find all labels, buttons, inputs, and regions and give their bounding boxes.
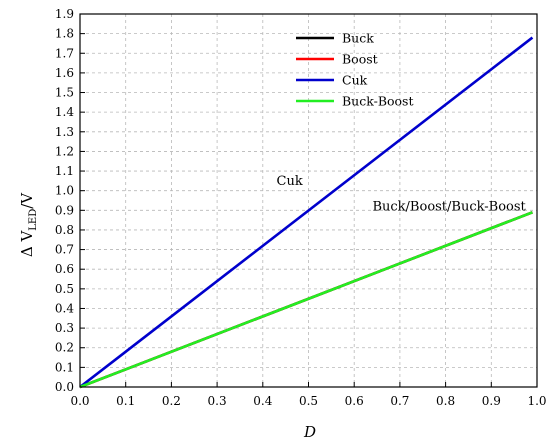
x-axis-title: D	[303, 423, 316, 441]
annotation-label: Buck/Boost/Buck-Boost	[372, 199, 526, 214]
y-tick-label: 1.6	[55, 66, 74, 80]
annotation-label: Cuk	[277, 174, 303, 189]
x-tick-label: 0.4	[253, 394, 272, 408]
y-tick-label: 0.5	[55, 282, 74, 296]
y-tick-label: 0.0	[55, 380, 74, 394]
legend-label-buck-boost: Buck-Boost	[342, 94, 414, 109]
y-tick-label: 0.8	[55, 223, 74, 237]
x-tick-label: 0.2	[162, 394, 181, 408]
y-tick-label: 1.8	[55, 27, 74, 41]
x-tick-label: 0.3	[208, 394, 227, 408]
x-tick-label: 0.6	[345, 394, 364, 408]
x-tick-label: 0.8	[436, 394, 455, 408]
y-tick-label: 0.4	[55, 301, 74, 315]
y-tick-label: 0.6	[55, 262, 74, 276]
y-tick-label: 1.0	[55, 184, 74, 198]
y-tick-label: 0.9	[55, 203, 74, 217]
y-axis-title: Δ VLED/V	[18, 192, 39, 257]
y-tick-label: 1.2	[55, 144, 74, 158]
y-tick-label: 1.3	[55, 125, 74, 139]
series-line-buck-boost	[79, 211, 533, 389]
y-tick-label: 1.5	[55, 86, 74, 100]
x-tick-label: 0.5	[299, 394, 318, 408]
grid-layer	[80, 14, 537, 387]
x-tick-label: 1.0	[527, 394, 546, 408]
y-tick-label: 1.4	[55, 105, 74, 119]
x-tick-label: 0.1	[116, 394, 135, 408]
legend-label-boost: Boost	[342, 52, 378, 67]
y-tick-label: 0.2	[55, 341, 74, 355]
series-line-cuk	[79, 36, 534, 389]
y-tick-label: 1.9	[55, 7, 74, 21]
y-axis-title-unit: /V	[18, 192, 36, 209]
annotation-layer: Cuk Buck/Boost/Buck-Boost	[277, 174, 527, 215]
x-tick-label: 0.9	[482, 394, 501, 408]
y-axis-title-sub: LED	[28, 209, 39, 231]
legend-label-buck: Buck	[342, 31, 374, 46]
x-tick-label: 0.7	[390, 394, 409, 408]
tick-layer: 0.0 0.1 0.2 0.3 0.4 0.5 0.6 0.7 0.8 0.9 1.0 0.0 0.1 0…	[55, 7, 547, 408]
y-tick-label: 0.1	[55, 360, 74, 374]
legend: Buck Boost Cuk Buck-Boost	[296, 31, 414, 109]
y-tick-label: 0.3	[55, 321, 74, 335]
y-tick-label: 1.1	[55, 164, 74, 178]
y-tick-label: 0.7	[55, 243, 74, 257]
legend-label-cuk: Cuk	[342, 73, 368, 88]
series-layer	[79, 36, 534, 389]
y-axis-title-main: Δ V	[18, 230, 36, 258]
y-tick-label: 1.7	[55, 46, 74, 60]
x-tick-label: 0.0	[70, 394, 89, 408]
